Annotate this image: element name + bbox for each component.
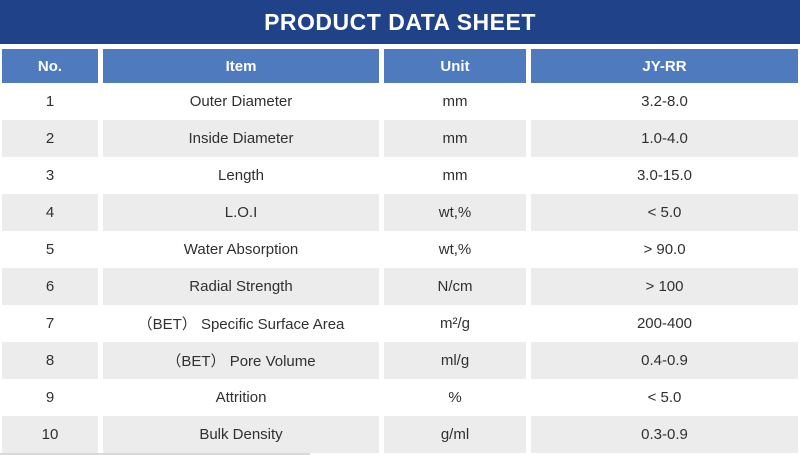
- cell-no: 3: [2, 157, 98, 194]
- cell-value: 0.4-0.9: [531, 342, 798, 379]
- cell-item: Length: [103, 157, 379, 194]
- cell-unit: mm: [384, 83, 526, 120]
- cell-no: 10: [2, 416, 98, 453]
- table-row: 2 Inside Diameter mm 1.0-4.0: [0, 120, 800, 157]
- table-row: 10 Bulk Density g/ml 0.3-0.9: [0, 416, 800, 453]
- cell-no: 7: [2, 305, 98, 342]
- table-header-row: No. Item Unit JY-RR: [0, 49, 800, 83]
- table-row: 3 Length mm 3.0-15.0: [0, 157, 800, 194]
- cell-unit: mm: [384, 120, 526, 157]
- table-row: 6 Radial Strength N/cm > 100: [0, 268, 800, 305]
- cutoff-table-edge: [0, 453, 310, 455]
- cell-item: Water Absorption: [103, 231, 379, 268]
- cell-item: L.O.I: [103, 194, 379, 231]
- cell-item: Radial Strength: [103, 268, 379, 305]
- table-row: 8 （BET） Pore Volume ml/g 0.4-0.9: [0, 342, 800, 379]
- column-header-item: Item: [103, 49, 379, 83]
- cell-value: 3.0-15.0: [531, 157, 798, 194]
- cell-item: Outer Diameter: [103, 83, 379, 120]
- cell-no: 1: [2, 83, 98, 120]
- cell-item: （BET） Specific Surface Area: [103, 305, 379, 342]
- cell-item: Attrition: [103, 379, 379, 416]
- cell-unit: g/ml: [384, 416, 526, 453]
- cell-value: 1.0-4.0: [531, 120, 798, 157]
- column-header-unit: Unit: [384, 49, 526, 83]
- cell-unit: wt,%: [384, 231, 526, 268]
- cell-unit: N/cm: [384, 268, 526, 305]
- cell-unit: m²/g: [384, 305, 526, 342]
- title-bar: PRODUCT DATA SHEET: [0, 0, 800, 44]
- cell-item: Inside Diameter: [103, 120, 379, 157]
- cell-value: > 90.0: [531, 231, 798, 268]
- cell-no: 6: [2, 268, 98, 305]
- cell-no: 8: [2, 342, 98, 379]
- column-header-no: No.: [2, 49, 98, 83]
- cell-value: 0.3-0.9: [531, 416, 798, 453]
- table-row: 4 L.O.I wt,% < 5.0: [0, 194, 800, 231]
- cell-value: 3.2-8.0: [531, 83, 798, 120]
- table-row: 9 Attrition % < 5.0: [0, 379, 800, 416]
- cell-no: 2: [2, 120, 98, 157]
- cell-unit: mm: [384, 157, 526, 194]
- cell-no: 5: [2, 231, 98, 268]
- table-row: 1 Outer Diameter mm 3.2-8.0: [0, 83, 800, 120]
- table-row: 5 Water Absorption wt,% > 90.0: [0, 231, 800, 268]
- divider: [0, 44, 800, 49]
- cell-value: > 100: [531, 268, 798, 305]
- cell-item: （BET） Pore Volume: [103, 342, 379, 379]
- cell-item: Bulk Density: [103, 416, 379, 453]
- cell-unit: ml/g: [384, 342, 526, 379]
- cell-value: < 5.0: [531, 194, 798, 231]
- cell-no: 9: [2, 379, 98, 416]
- table-row: 7 （BET） Specific Surface Area m²/g 200-4…: [0, 305, 800, 342]
- cell-value: < 5.0: [531, 379, 798, 416]
- cell-no: 4: [2, 194, 98, 231]
- page-title: PRODUCT DATA SHEET: [264, 8, 536, 35]
- cell-unit: wt,%: [384, 194, 526, 231]
- cell-value: 200-400: [531, 305, 798, 342]
- column-header-grade: JY-RR: [531, 49, 798, 83]
- cell-unit: %: [384, 379, 526, 416]
